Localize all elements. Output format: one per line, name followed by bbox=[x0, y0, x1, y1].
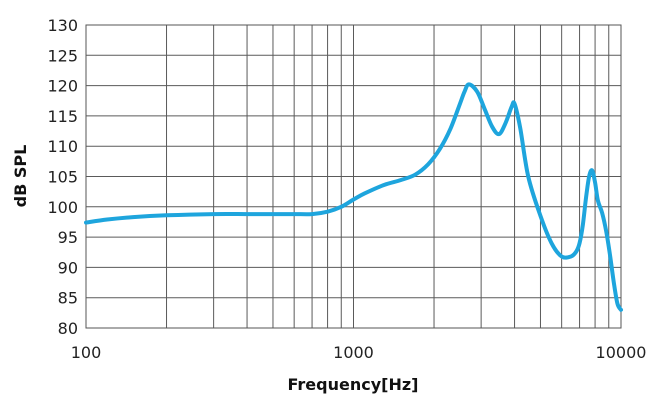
series-layer bbox=[84, 82, 623, 312]
frequency-response-line bbox=[84, 82, 623, 312]
y-tick-label: 115 bbox=[47, 107, 78, 126]
y-tick-label: 100 bbox=[47, 198, 78, 217]
plot-frame bbox=[85, 24, 622, 329]
x-axis-label: Frequency[Hz] bbox=[288, 375, 419, 394]
y-tick-label: 110 bbox=[47, 137, 78, 156]
x-tick-label: 10000 bbox=[596, 343, 647, 362]
y-tick-labels: 80 85 90 95 100 105 110 115 120 125 130 bbox=[47, 16, 78, 338]
y-tick-label: 130 bbox=[47, 16, 78, 35]
y-tick-label: 120 bbox=[47, 77, 78, 96]
y-axis-label: dB SPL bbox=[11, 145, 30, 208]
y-tick-label: 80 bbox=[58, 319, 78, 338]
grid-layer bbox=[85, 24, 622, 329]
y-tick-label: 95 bbox=[58, 228, 78, 247]
y-tick-label: 105 bbox=[47, 168, 78, 187]
y-tick-label: 90 bbox=[58, 258, 78, 277]
y-tick-label: 85 bbox=[58, 289, 78, 308]
x-tick-label: 1000 bbox=[333, 343, 374, 362]
x-tick-labels: 100 1000 10000 bbox=[71, 343, 647, 362]
x-tick-label: 100 bbox=[71, 343, 102, 362]
y-tick-label: 125 bbox=[47, 46, 78, 65]
